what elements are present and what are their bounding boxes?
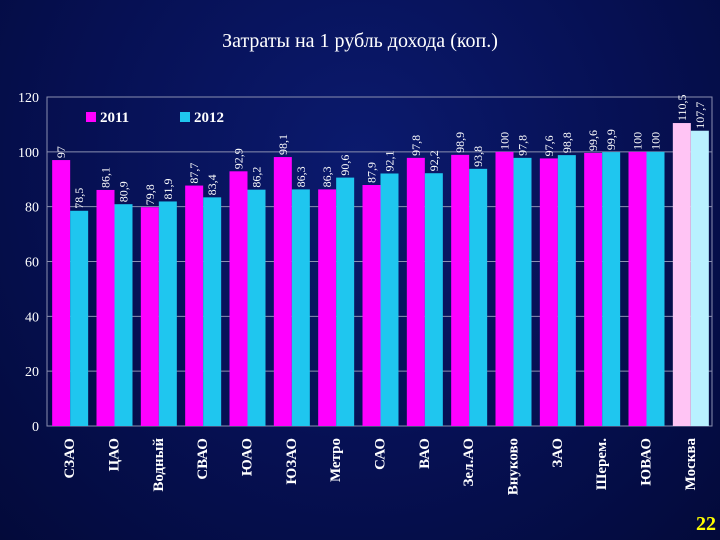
- bar-2012: [336, 177, 355, 426]
- data-label-2012: 93,8: [471, 146, 485, 167]
- data-label-2012: 100: [649, 132, 663, 150]
- bar-2012: [380, 173, 399, 426]
- category-label: Зел.АО: [461, 438, 477, 487]
- data-label-2012: 97,8: [516, 135, 530, 156]
- bar-2011: [495, 151, 514, 427]
- category-label: Внуково: [506, 438, 522, 495]
- bar-2011: [628, 151, 647, 427]
- data-label-2011: 97,6: [542, 135, 556, 156]
- data-label-2011: 100: [498, 132, 512, 150]
- bar-2011: [52, 160, 71, 426]
- y-tick-label: 80: [25, 201, 39, 216]
- bar-2011: [584, 152, 603, 426]
- data-label-2011: 87,7: [187, 163, 201, 184]
- category-label: СЗАО: [62, 438, 78, 479]
- category-label: Водный: [151, 438, 167, 492]
- bar-2011: [539, 158, 558, 426]
- data-label-2011: 98,1: [276, 134, 290, 155]
- category-label: ВАО: [417, 438, 433, 469]
- y-tick-label: 0: [32, 420, 39, 435]
- data-label-2011: 97,8: [409, 135, 423, 156]
- bar-2012: [690, 130, 709, 426]
- legend-swatch-2011: [86, 112, 96, 122]
- bar-2012: [602, 152, 621, 427]
- bar-2011: [273, 157, 292, 427]
- bar-2012: [158, 201, 177, 426]
- data-label-2012: 86,3: [294, 166, 308, 187]
- bar-2012: [70, 210, 89, 426]
- data-label-2012: 98,8: [560, 132, 574, 153]
- category-label: СВАО: [195, 438, 211, 480]
- category-label: САО: [373, 438, 389, 470]
- data-label-2011: 79,8: [143, 184, 157, 205]
- bar-2012: [247, 189, 266, 426]
- data-label-2011: 99,6: [586, 130, 600, 151]
- data-label-2012: 83,4: [205, 174, 219, 195]
- category-label: Метро: [328, 438, 344, 482]
- data-label-2012: 92,2: [427, 150, 441, 171]
- bar-2011: [362, 185, 381, 426]
- data-label-2011: 100: [631, 132, 645, 150]
- bar-2012: [203, 197, 222, 426]
- data-label-2011: 97: [54, 146, 68, 158]
- category-label: Шерем.: [594, 438, 610, 490]
- chart-title: Затраты на 1 рубль дохода (коп.): [222, 30, 498, 52]
- data-label-2011: 87,9: [365, 162, 379, 183]
- data-label-2011: 110,5: [675, 94, 689, 121]
- bar-2011: [185, 185, 204, 426]
- legend-label-2012: 2012: [194, 110, 224, 126]
- y-tick-label: 60: [25, 256, 39, 271]
- bar-2012: [114, 204, 133, 426]
- legend-swatch-2012: [180, 112, 190, 122]
- bar-2011: [229, 171, 248, 426]
- bar-2012: [513, 157, 532, 427]
- bar-2012: [424, 173, 443, 426]
- category-label: ЮЗАО: [284, 438, 300, 485]
- data-label-2012: 92,1: [383, 150, 397, 171]
- bar-2012: [469, 168, 488, 426]
- bar-2012: [557, 155, 576, 426]
- data-label-2012: 86,2: [250, 167, 264, 188]
- data-label-2012: 99,9: [604, 129, 618, 150]
- bar-2012: [646, 151, 665, 427]
- legend-label-2011: 2011: [100, 110, 129, 126]
- bar-2011: [672, 123, 691, 426]
- page-number: 22: [696, 513, 716, 535]
- bar-2012: [291, 189, 310, 426]
- category-label: ЗАО: [550, 438, 566, 468]
- category-label: Москва: [683, 438, 699, 491]
- data-label-2011: 86,3: [320, 166, 334, 187]
- bar-2011: [318, 189, 337, 426]
- data-label-2011: 92,9: [232, 148, 246, 169]
- bar-2011: [96, 189, 115, 426]
- category-label: ЮВАО: [639, 438, 655, 486]
- y-tick-label: 20: [25, 365, 39, 380]
- data-label-2012: 81,9: [161, 178, 175, 199]
- data-label-2011: 98,9: [453, 132, 467, 153]
- data-label-2012: 90,6: [338, 155, 352, 176]
- category-label: ЮАО: [240, 438, 256, 476]
- y-tick-label: 40: [25, 310, 39, 325]
- data-label-2011: 86,1: [99, 167, 113, 188]
- bar-2011: [451, 154, 470, 426]
- data-label-2012: 80,9: [117, 181, 131, 202]
- bar-2011: [140, 207, 159, 426]
- category-label: ЦАО: [107, 438, 123, 471]
- bar-2011: [406, 157, 425, 427]
- data-label-2012: 78,5: [72, 188, 86, 209]
- data-label-2012: 107,7: [693, 102, 707, 129]
- y-tick-label: 120: [18, 91, 39, 106]
- y-tick-label: 100: [18, 146, 39, 161]
